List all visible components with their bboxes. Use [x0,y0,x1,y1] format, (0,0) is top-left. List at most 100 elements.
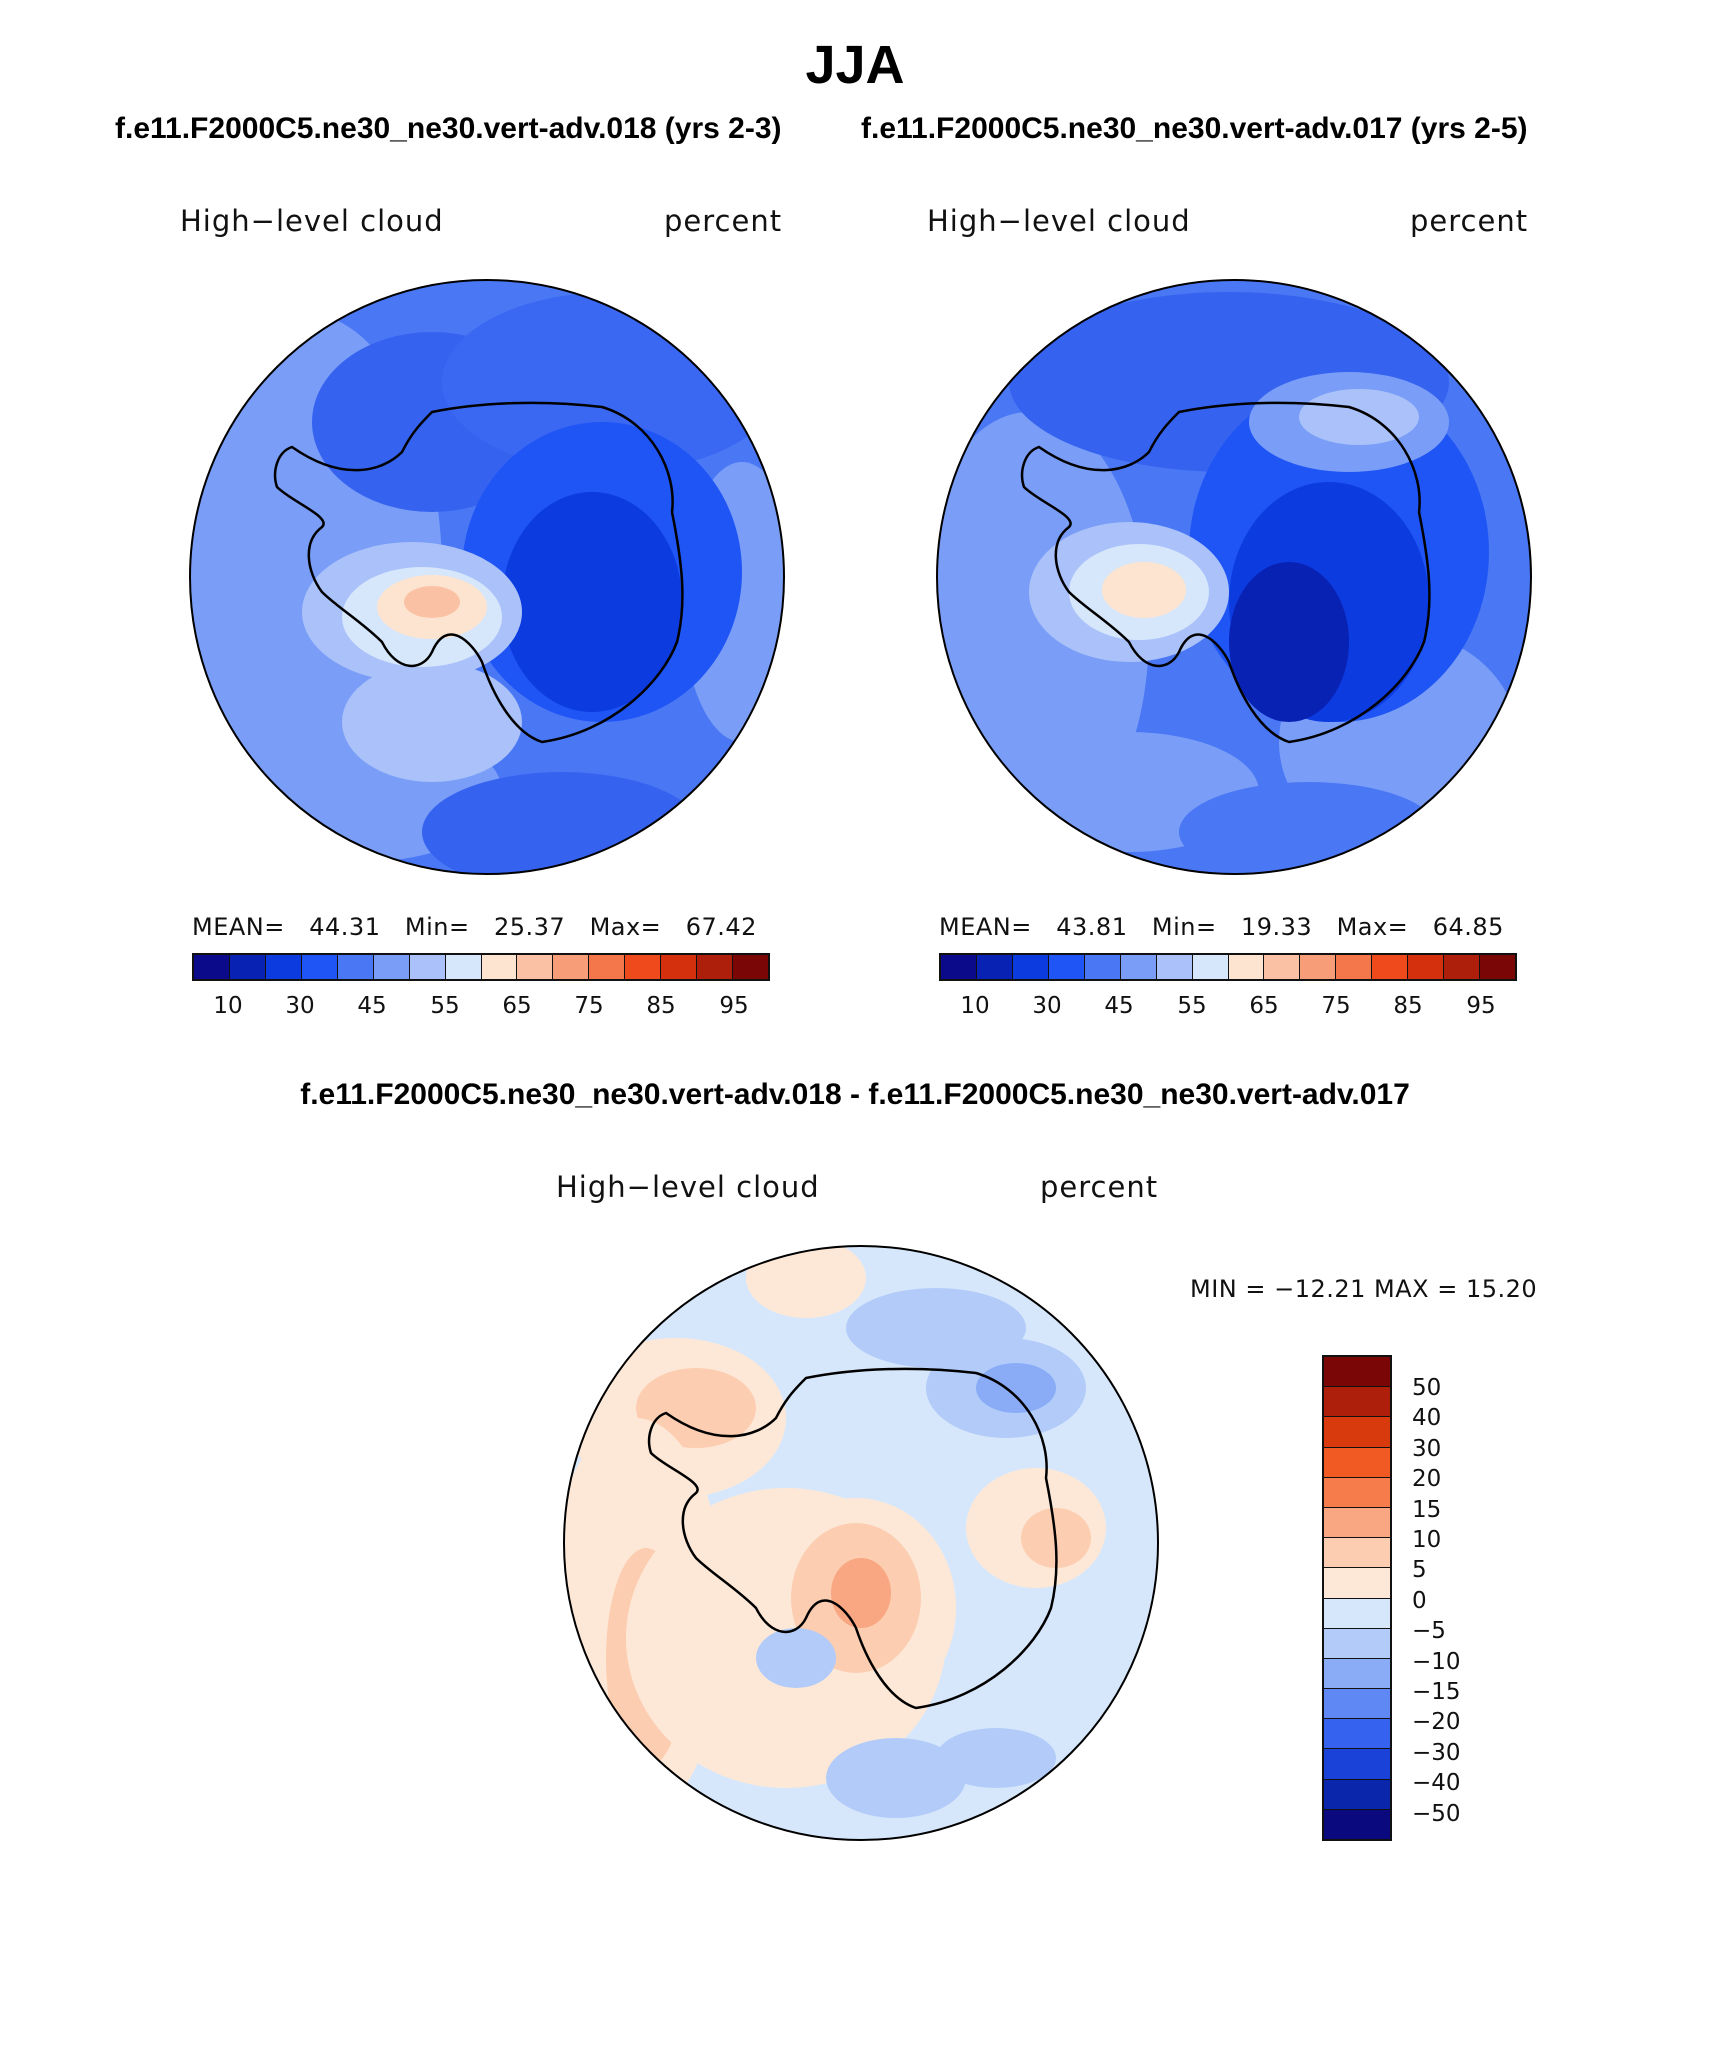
panel1-tick: 30 [285,993,315,1019]
diff-tick: 20 [1412,1466,1442,1492]
colorbar-swatch [1084,955,1121,979]
panel1-max-label: Max= [589,913,662,941]
colorbar-swatch [1324,1477,1390,1508]
colorbar-swatch [481,955,518,979]
colorbar-swatch [445,955,482,979]
colorbar-swatch [1372,955,1409,979]
colorbar-swatch [1324,1357,1390,1388]
panel2-mean-value: 43.81 [1056,913,1128,941]
colorbar-swatch [1324,1628,1390,1659]
colorbar-swatch [1324,1689,1390,1720]
colorbar-swatch [941,955,977,979]
colorbar-swatch [1048,955,1085,979]
panel2-tick: 45 [1104,993,1134,1019]
panel1-colorbar [192,953,770,981]
colorbar-swatch [301,955,338,979]
colorbar-swatch [553,955,590,979]
diff-map [563,1245,1159,1841]
colorbar-swatch [1324,1598,1390,1629]
colorbar-swatch [1264,955,1301,979]
diff-tick: 15 [1412,1497,1442,1523]
panel1-tick: 75 [574,993,604,1019]
colorbar-swatch [1324,1538,1390,1569]
colorbar-swatch [265,955,302,979]
colorbar-swatch [1300,955,1337,979]
panel1-mean-label: MEAN= [192,913,285,941]
colorbar-swatch [733,955,768,979]
diff-tick: −40 [1412,1770,1461,1796]
colorbar-swatch [1120,955,1157,979]
colorbar-swatch [517,955,554,979]
panel1-mean-value: 44.31 [309,913,381,941]
colorbar-swatch [1324,1749,1390,1780]
colorbar-swatch [625,955,662,979]
diff-tick: −50 [1412,1801,1461,1827]
panel2-stats: MEAN= 43.81 Min= 19.33 Max= 64.85 [939,913,1504,941]
panel1-tick: 10 [213,993,243,1019]
panel2-max-value: 64.85 [1432,913,1504,941]
colorbar-swatch [1324,1417,1390,1448]
panel2-tick: 55 [1177,993,1207,1019]
diff-tick: 40 [1412,1405,1442,1431]
case-title-right: f.e11.F2000C5.ne30_ne30.vert-adv.017 (yr… [861,112,1528,145]
case-title-left: f.e11.F2000C5.ne30_ne30.vert-adv.018 (yr… [115,112,782,145]
colorbar-swatch [1324,1447,1390,1478]
colorbar-swatch [589,955,626,979]
panel1-tick: 45 [357,993,387,1019]
panel2-tick: 85 [1393,993,1423,1019]
colorbar-swatch [1156,955,1193,979]
season-title: JJA [805,35,905,95]
panel2-min-value: 19.33 [1240,913,1313,941]
panel1-tick: 65 [502,993,532,1019]
colorbar-swatch [1324,1568,1390,1599]
panel1-tick: 85 [646,993,676,1019]
diff-tick: −5 [1412,1618,1446,1644]
colorbar-swatch [409,955,446,979]
colorbar-swatch [1228,955,1265,979]
diff-minmax: MIN = −12.21 MAX = 15.20 [1190,1275,1538,1303]
panel2-tick: 30 [1032,993,1062,1019]
diff-tick: −20 [1412,1709,1461,1735]
diff-variable-label: High−level cloud [556,1170,820,1204]
diff-tick: −15 [1412,1679,1461,1705]
colorbar-swatch [661,955,698,979]
colorbar-swatch [229,955,266,979]
panel1-tick: 95 [719,993,749,1019]
colorbar-swatch [1324,1507,1390,1539]
colorbar-swatch [1324,1809,1390,1839]
colorbar-swatch [373,955,410,979]
colorbar-swatch [194,955,230,979]
diff-tick: 10 [1412,1527,1442,1553]
colorbar-swatch [1444,955,1481,979]
colorbar-swatch [1336,955,1373,979]
panel1-min-value: 25.37 [493,913,566,941]
colorbar-swatch [1324,1719,1390,1750]
colorbar-swatch [1324,1779,1390,1810]
panel2-units-label: percent [1410,204,1529,238]
diff-title: f.e11.F2000C5.ne30_ne30.vert-adv.018 - f… [300,1078,1410,1111]
panel1-max-value: 67.42 [685,913,757,941]
colorbar-swatch [337,955,374,979]
panel2-variable-label: High−level cloud [927,204,1191,238]
colorbar-swatch [1192,955,1229,979]
panel2-tick: 10 [960,993,990,1019]
colorbar-swatch [1480,955,1515,979]
panel2-tick: 65 [1249,993,1279,1019]
panel1-stats: MEAN= 44.31 Min= 25.37 Max= 67.42 [192,913,757,941]
panel2-mean-label: MEAN= [939,913,1032,941]
panel2-tick: 75 [1321,993,1351,1019]
panel1-units-label: percent [664,204,783,238]
diff-colorbar [1322,1355,1392,1841]
colorbar-swatch [697,955,734,979]
panel1-variable-label: High−level cloud [180,204,444,238]
panel2-map [936,279,1532,875]
diff-tick: 30 [1412,1436,1442,1462]
diff-tick: 0 [1412,1588,1427,1614]
panel1-tick: 55 [430,993,460,1019]
colorbar-swatch [1408,955,1445,979]
colorbar-swatch [1324,1658,1390,1690]
panel2-min-label: Min= [1151,913,1217,941]
colorbar-swatch [976,955,1013,979]
diff-tick: −30 [1412,1740,1461,1766]
diff-tick: 50 [1412,1375,1442,1401]
